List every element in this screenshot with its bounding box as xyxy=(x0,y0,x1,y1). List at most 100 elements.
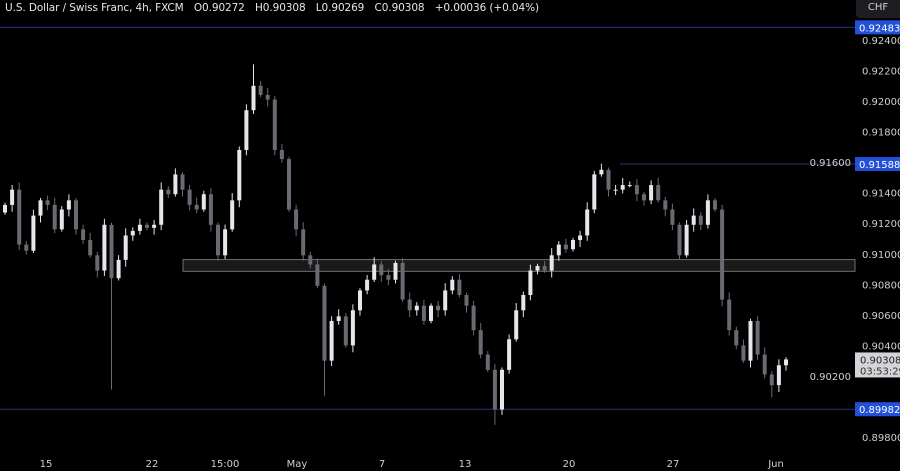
candle-body xyxy=(358,290,362,311)
candle xyxy=(365,275,370,295)
candle xyxy=(379,260,384,283)
candle xyxy=(606,167,611,197)
candle xyxy=(237,146,242,208)
candle xyxy=(734,326,739,350)
x-tick-label: 13 xyxy=(459,459,472,470)
candle-body xyxy=(173,174,178,195)
candle-body xyxy=(130,230,135,236)
candle-body xyxy=(145,224,149,228)
x-tick-label: 22 xyxy=(146,459,159,470)
candle-body xyxy=(407,299,412,311)
candle xyxy=(59,205,64,232)
candle xyxy=(322,283,327,396)
candle-body xyxy=(102,224,107,271)
y-tick-label: 0.91000 xyxy=(862,250,900,261)
candle xyxy=(663,196,668,217)
candle xyxy=(776,359,781,392)
candle xyxy=(727,292,732,336)
candle xyxy=(769,370,774,398)
candle xyxy=(102,218,107,276)
candle-body xyxy=(691,215,696,225)
candle-body xyxy=(187,189,192,205)
ohlc-high: H0.90308 xyxy=(255,2,306,14)
candle xyxy=(450,276,455,295)
candle-body xyxy=(705,200,710,225)
candle-body xyxy=(684,224,689,256)
candle-body xyxy=(379,264,384,276)
candle xyxy=(230,193,235,232)
candle-body xyxy=(258,85,263,95)
candle xyxy=(66,194,71,217)
candle xyxy=(223,224,228,260)
candle xyxy=(741,339,746,363)
candle xyxy=(748,318,753,368)
y-tick-label: 0.91600 xyxy=(810,158,851,169)
candle-body xyxy=(279,149,284,160)
candle-body xyxy=(230,200,235,230)
candle xyxy=(10,184,15,212)
candle-body xyxy=(315,264,320,286)
x-tick-label: 15 xyxy=(40,459,53,470)
level-price-label: 0.91588 xyxy=(859,160,900,171)
candle xyxy=(471,300,476,336)
candle xyxy=(507,334,512,374)
candle xyxy=(563,238,568,254)
candle-body xyxy=(208,194,213,225)
candle-body xyxy=(301,229,306,256)
candle-body xyxy=(251,85,256,111)
candle-body xyxy=(507,339,512,370)
y-tick-label: 0.91200 xyxy=(862,219,900,230)
candle xyxy=(137,218,142,235)
candle-body xyxy=(329,320,334,361)
candle xyxy=(407,292,412,318)
candle-body xyxy=(769,374,774,386)
candle xyxy=(3,202,7,215)
candle xyxy=(457,273,462,298)
candle-body xyxy=(287,159,291,210)
x-tick-label: 20 xyxy=(563,459,576,470)
currency-button[interactable]: CHF xyxy=(856,0,900,18)
candle-body xyxy=(3,204,7,213)
candle-body xyxy=(429,305,433,321)
candle xyxy=(244,104,249,156)
candle xyxy=(301,222,306,261)
candle-body xyxy=(585,209,590,236)
y-tick-label: 0.92200 xyxy=(862,67,900,78)
candle xyxy=(258,81,263,98)
candle xyxy=(620,177,625,194)
candle xyxy=(649,180,654,205)
candle xyxy=(556,241,561,261)
candle xyxy=(166,186,171,199)
candle xyxy=(130,227,135,241)
candle-body xyxy=(45,200,50,205)
candle-body xyxy=(400,262,405,300)
candle xyxy=(350,304,355,353)
candle-body xyxy=(216,224,220,256)
symbol-header: U.S. Dollar / Swiss Franc, 4h, FXCM O0.9… xyxy=(5,2,546,14)
candle-body xyxy=(457,279,462,296)
candle xyxy=(116,255,121,281)
candle xyxy=(478,322,483,359)
candle-body xyxy=(464,295,469,306)
level-label-bg xyxy=(855,20,900,35)
candle-body xyxy=(237,149,242,201)
candle-body xyxy=(649,185,654,201)
candle xyxy=(656,177,661,203)
candle-body xyxy=(244,110,249,150)
candle-body xyxy=(748,320,753,361)
candle xyxy=(698,212,703,231)
candle xyxy=(194,197,199,214)
candle-body xyxy=(741,345,746,361)
candle-body xyxy=(52,204,57,230)
candle xyxy=(358,288,362,316)
candle-body xyxy=(308,255,313,265)
candle-body xyxy=(578,235,583,241)
candle-body xyxy=(549,255,554,271)
y-tick-label: 0.91800 xyxy=(862,128,900,139)
ohlc-low: L0.90269 xyxy=(315,2,365,14)
candle xyxy=(613,184,618,195)
candle xyxy=(152,220,157,235)
candle xyxy=(755,316,760,360)
y-tick-label: 0.90400 xyxy=(862,341,900,352)
